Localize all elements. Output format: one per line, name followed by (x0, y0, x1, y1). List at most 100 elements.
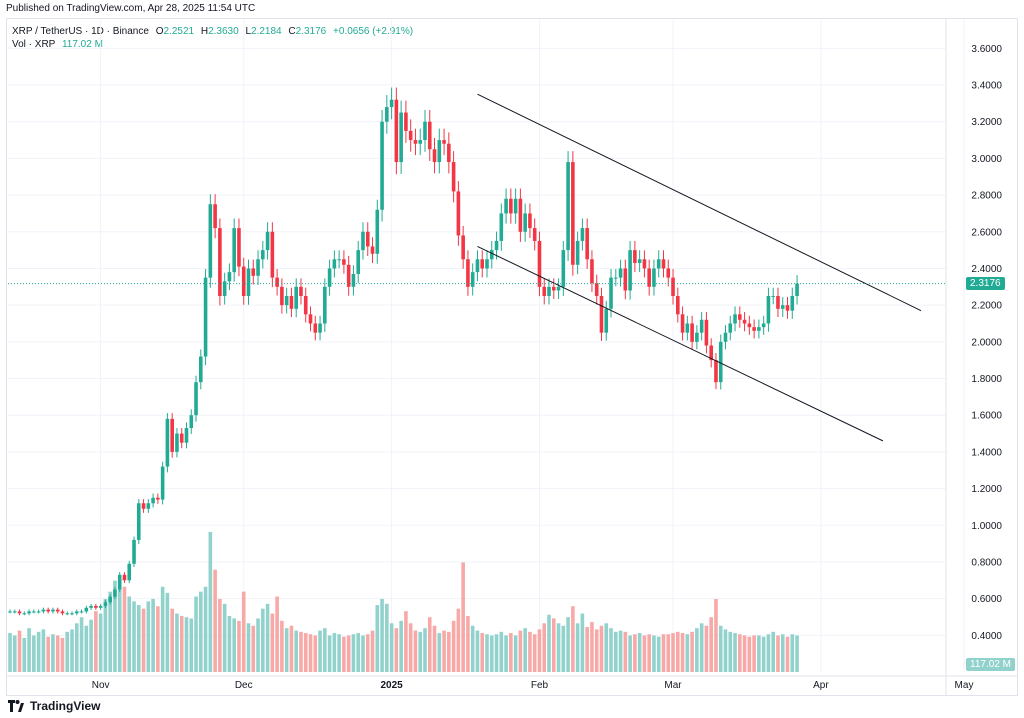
candle-body (351, 273, 356, 287)
volume-bar (456, 608, 461, 672)
candle-body (213, 204, 217, 229)
candle-body (394, 99, 399, 163)
candle-body (542, 286, 547, 296)
legend-symbol[interactable]: XRP / TetherUS · 1D · Binance (12, 26, 149, 37)
legend-close-value: 2.3176 (295, 26, 327, 37)
candle-body (189, 415, 194, 429)
price-tick-label: 2.6000 (971, 227, 1002, 238)
time-axis[interactable]: Nov Dec 2025 Feb Mar Apr May (92, 680, 974, 691)
volume-bar (141, 608, 146, 672)
candle-body (108, 596, 112, 603)
candle-body (284, 295, 289, 306)
volume-bar (656, 636, 661, 672)
volume-bar (513, 635, 518, 672)
candle-body (141, 503, 146, 509)
volume-bar (79, 617, 84, 672)
price-tick-label: 1.4000 (971, 447, 1002, 458)
volume-bar (12, 635, 17, 672)
volume-bar (551, 618, 556, 672)
last-volume-badge: 117.02 M (966, 658, 1015, 671)
legend-open-label: O (155, 26, 164, 37)
volume-bar (695, 628, 699, 672)
legend-open-value: 2.2521 (163, 26, 195, 37)
volume-bars (8, 532, 799, 672)
volume-bar (442, 630, 446, 672)
volume-bar (122, 586, 127, 672)
volume-bar (136, 605, 141, 672)
candle-body (585, 228, 589, 260)
candle-body (98, 605, 103, 608)
candle-body (280, 286, 284, 306)
legend-low-label: L (245, 26, 252, 37)
candle-body (241, 266, 246, 296)
volume-bar (714, 598, 718, 672)
candle-body (480, 259, 485, 269)
volume-bar (27, 628, 31, 672)
candle-body (275, 277, 279, 287)
candle-body (623, 268, 628, 291)
candle-body (699, 319, 704, 333)
candle-body (485, 259, 489, 269)
volume-bar (475, 630, 480, 672)
candle-body (528, 213, 532, 229)
candle-body (652, 268, 656, 287)
candle-body (594, 283, 599, 296)
candle-body (466, 259, 470, 287)
candle-body (203, 277, 208, 357)
volume-bar (590, 622, 594, 672)
footer-brand-name: TradingView (30, 699, 101, 713)
candle-body (303, 295, 308, 315)
candle-body (199, 356, 203, 383)
candle-body (599, 295, 604, 333)
channel-lower-line (477, 245, 884, 442)
volume-bar (194, 596, 198, 672)
time-tick-label: May (955, 680, 974, 691)
volume-bar (437, 633, 442, 672)
volume-bar (74, 623, 79, 672)
candle-body (41, 609, 46, 612)
volume-bar (461, 562, 465, 672)
volume-bar (117, 589, 122, 672)
volume-bar (70, 629, 74, 672)
volume-bar (709, 617, 713, 672)
candle-body (685, 323, 690, 333)
candle-body (780, 305, 785, 309)
candle-body (618, 268, 623, 278)
volume-bar (699, 623, 704, 672)
candle-body (642, 259, 647, 269)
candle-body (370, 246, 375, 254)
candle-body (308, 314, 313, 324)
candle-body (494, 240, 499, 251)
candle-body (551, 286, 556, 291)
candle-body (547, 286, 551, 296)
candle-body (356, 250, 361, 274)
candle-body (513, 198, 518, 214)
volume-bar (289, 625, 294, 672)
volume-bar (22, 637, 27, 672)
volume-bar (766, 634, 771, 672)
candle-body (680, 314, 685, 333)
candle-body (766, 295, 771, 324)
volume-bar (523, 628, 527, 672)
price-tick-label: 3.6000 (971, 44, 1002, 55)
price-tick-label: 3.0000 (971, 154, 1002, 165)
volume-bar (156, 606, 160, 672)
candle-body (79, 611, 84, 613)
candle-body (289, 295, 294, 309)
candle-body (523, 213, 527, 232)
volume-bar (165, 592, 170, 672)
price-axis[interactable]: 3.6000 3.4000 3.2000 3.0000 2.8000 2.6000 2.40… (971, 44, 1002, 642)
volume-bar (556, 623, 561, 672)
volume-bar (227, 616, 232, 672)
volume-bar (89, 619, 93, 672)
candle-body (332, 259, 337, 269)
volume-bar (60, 637, 65, 672)
volume-bar (241, 591, 246, 672)
footer-brand[interactable]: TradingView (8, 699, 100, 713)
volume-bar (356, 633, 361, 672)
legend-volume-label[interactable]: Vol · XRP (12, 39, 56, 50)
candle-body (170, 418, 174, 452)
candle-body (246, 268, 251, 296)
volume-bar (175, 613, 179, 672)
